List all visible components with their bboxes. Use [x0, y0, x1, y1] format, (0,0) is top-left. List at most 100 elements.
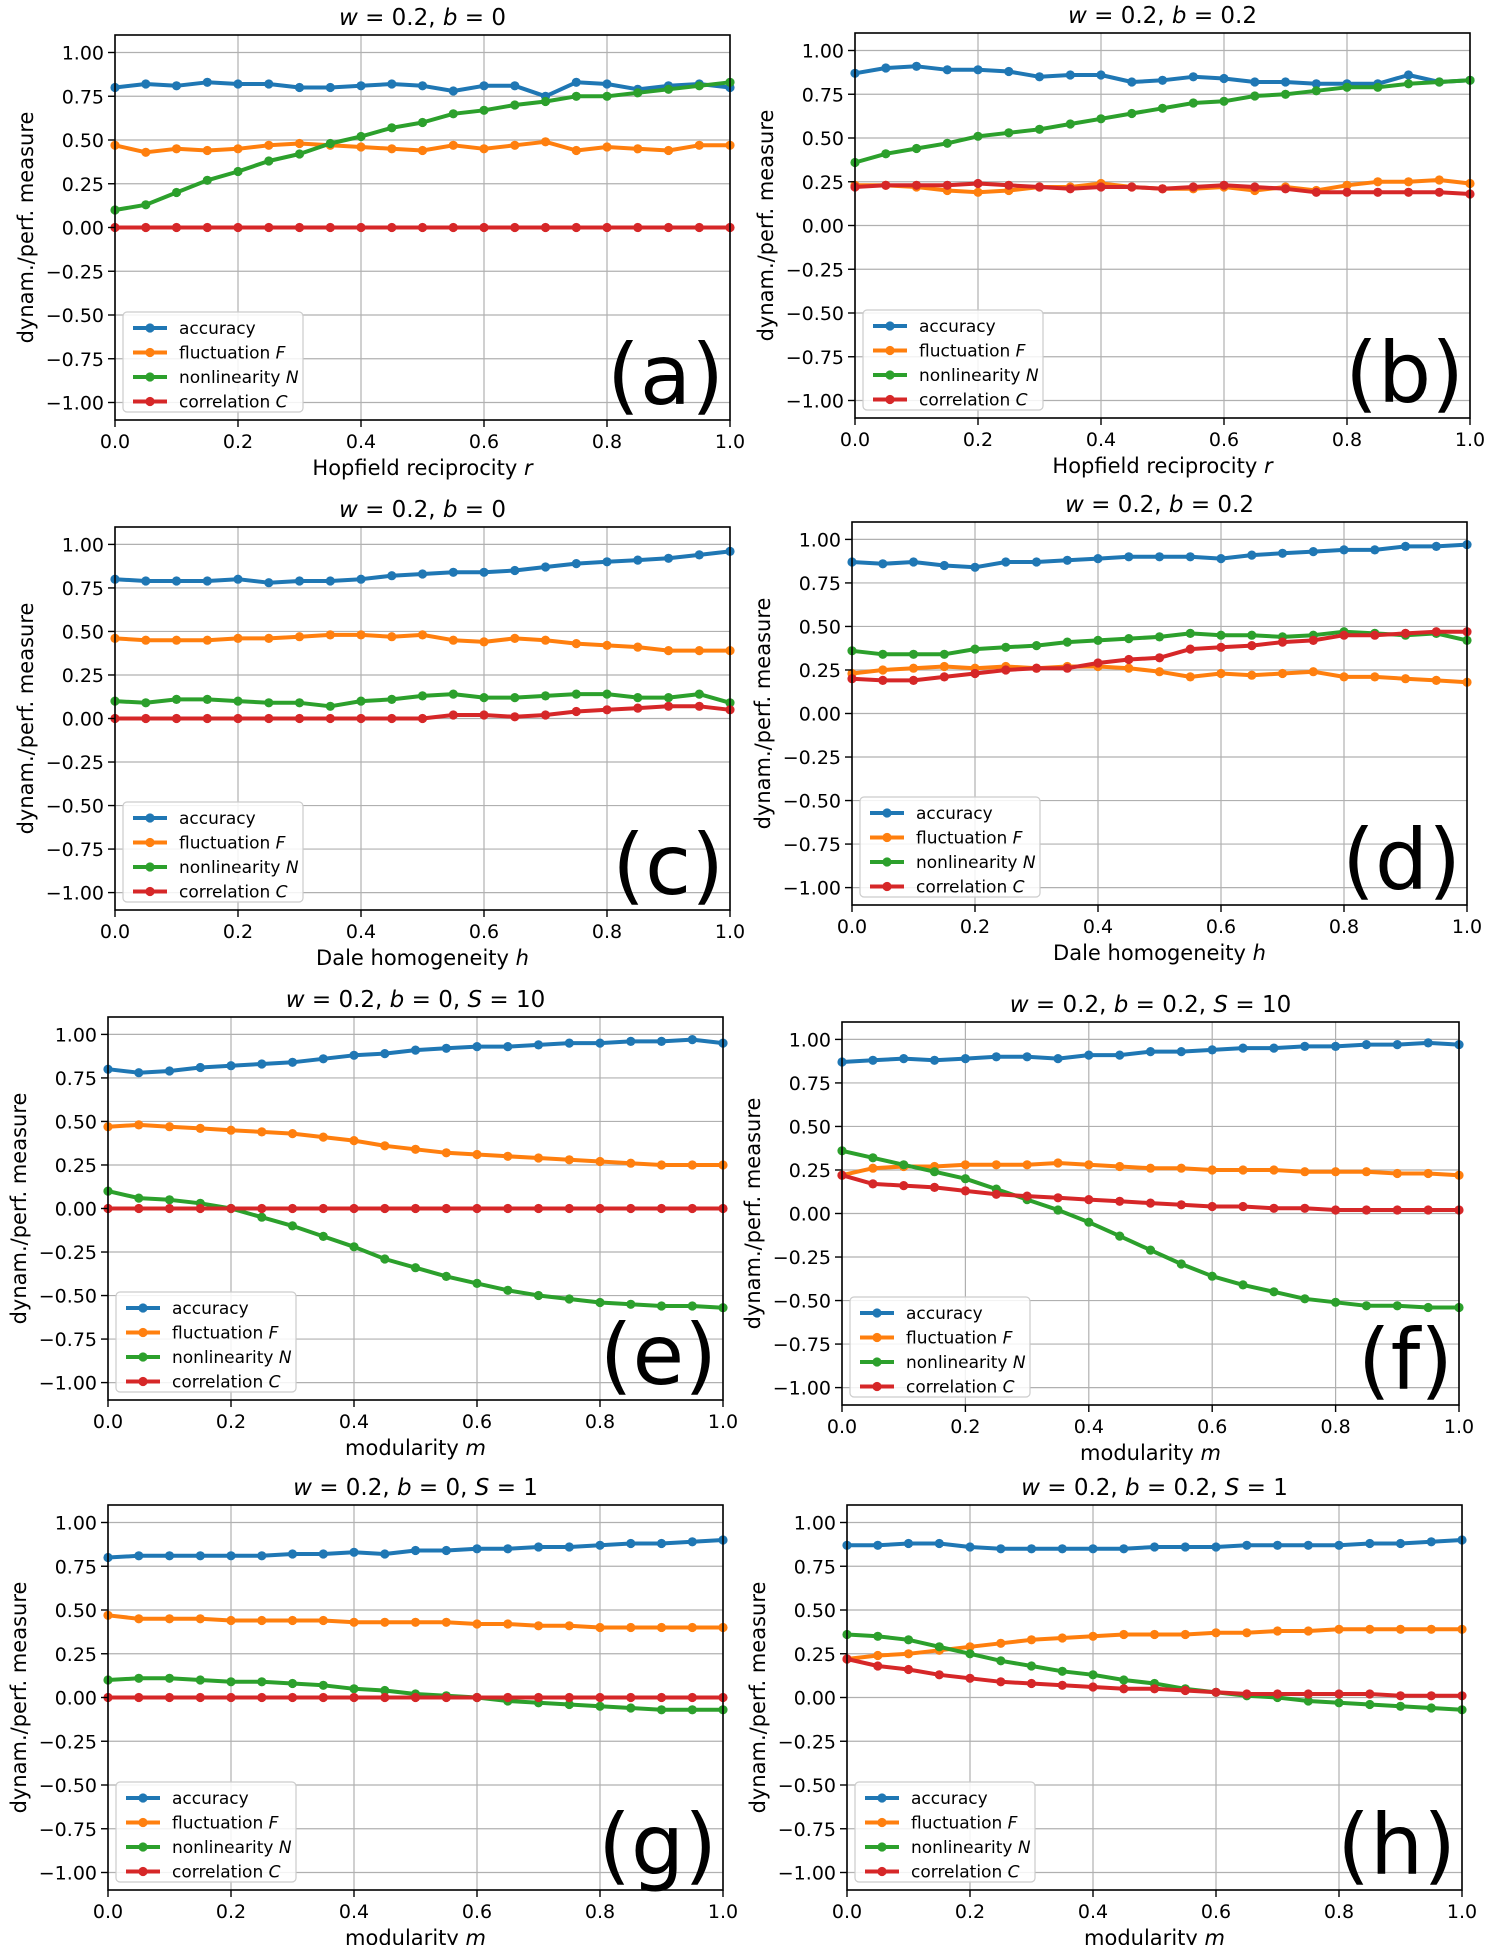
data-point-fluctuation	[1361, 1167, 1371, 1177]
x-tick-label: 0.2	[955, 1901, 985, 1923]
data-point-fluctuation	[195, 1614, 205, 1624]
data-point-correlation	[141, 222, 151, 233]
x-tick-label: 0.0	[832, 1901, 862, 1923]
data-point-accuracy	[294, 82, 305, 93]
data-point-fluctuation	[1022, 1160, 1032, 1170]
data-point-accuracy	[287, 1549, 298, 1559]
data-point-accuracy	[656, 1036, 667, 1046]
y-tick-label: 0.00	[62, 709, 104, 731]
data-point-accuracy	[1370, 545, 1380, 555]
data-point-accuracy	[441, 1545, 451, 1556]
chart-panel-c: 0.0 0.2 0.4 0.6 0.8 1.0 1.00 0.75 0.50 0.25 0.00 −0…	[14, 497, 745, 970]
data-point-correlation	[1361, 1205, 1371, 1215]
legend-label: nonlinearity N	[911, 1838, 1031, 1858]
data-point-nonlinearity	[325, 138, 335, 149]
data-point-nonlinearity	[202, 694, 212, 705]
legend-label: nonlinearity N	[179, 858, 299, 878]
data-point-fluctuation	[1176, 1163, 1186, 1173]
data-point-correlation	[564, 1203, 574, 1214]
y-tick-label: 0.75	[55, 1068, 97, 1090]
data-point-fluctuation	[1426, 1624, 1436, 1634]
x-tick-label: 0.8	[1324, 1901, 1354, 1923]
data-point-fluctuation	[257, 1127, 267, 1137]
data-point-correlation	[1022, 1191, 1032, 1201]
data-point-correlation	[881, 180, 891, 190]
data-point-accuracy	[687, 1035, 697, 1045]
data-point-accuracy	[264, 79, 274, 89]
data-point-correlation	[171, 222, 182, 233]
data-point-fluctuation	[960, 1160, 971, 1170]
data-point-accuracy	[602, 79, 612, 89]
y-tick-label: 0.50	[62, 621, 104, 643]
data-point-fluctuation	[595, 1622, 605, 1633]
data-point-fluctuation	[991, 1160, 1001, 1170]
data-point-nonlinearity	[318, 1231, 328, 1241]
data-point-correlation	[1031, 663, 1042, 673]
legend-label: correlation C	[179, 883, 288, 903]
x-tick-label: 0.8	[592, 921, 622, 943]
data-point-fluctuation	[1272, 1626, 1283, 1636]
legend-label: accuracy	[919, 317, 996, 337]
data-point-correlation	[991, 1189, 1001, 1199]
legend-label: accuracy	[911, 1789, 988, 1809]
data-point-correlation	[1300, 1203, 1310, 1213]
data-point-fluctuation	[356, 630, 366, 640]
y-tick-label: 0.75	[62, 86, 104, 108]
data-point-fluctuation	[540, 137, 551, 147]
data-point-nonlinearity	[387, 694, 397, 705]
data-point-accuracy	[1395, 1538, 1406, 1549]
data-point-correlation	[1272, 1689, 1283, 1699]
chart-panel-b: 0.0 0.2 0.4 0.6 0.8 1.0 1.00 0.75 0.50 0.25 0.00 −0…	[754, 3, 1485, 478]
data-point-nonlinearity	[571, 689, 581, 699]
data-point-correlation	[387, 222, 397, 233]
data-point-accuracy	[356, 574, 366, 584]
legend-label: nonlinearity N	[916, 853, 1036, 873]
data-point-accuracy	[1124, 552, 1134, 562]
legend-label: fluctuation F	[179, 834, 286, 854]
data-point-accuracy	[1026, 1544, 1037, 1554]
data-point-correlation	[448, 710, 458, 720]
data-point-fluctuation	[141, 147, 151, 157]
data-point-fluctuation	[1373, 177, 1383, 187]
data-point-correlation	[380, 1692, 390, 1703]
data-point-correlation	[441, 1203, 451, 1214]
data-point-nonlinearity	[1115, 1231, 1125, 1241]
data-point-nonlinearity	[134, 1673, 144, 1683]
data-point-fluctuation	[164, 1614, 175, 1624]
legend-label: correlation C	[172, 1373, 281, 1393]
data-point-correlation	[899, 1181, 909, 1191]
y-tick-label: −0.50	[786, 303, 844, 325]
data-point-accuracy	[503, 1544, 513, 1554]
data-point-nonlinearity	[656, 1301, 667, 1311]
data-point-accuracy	[868, 1055, 878, 1065]
data-point-accuracy	[1238, 1043, 1248, 1053]
data-point-fluctuation	[294, 632, 305, 642]
data-point-correlation	[903, 1664, 914, 1675]
data-point-fluctuation	[1395, 1624, 1406, 1634]
legend-label: fluctuation F	[916, 829, 1023, 849]
y-tick-label: −0.75	[778, 1819, 836, 1841]
data-point-nonlinearity	[1247, 630, 1257, 640]
data-point-correlation	[633, 222, 643, 233]
data-point-nonlinearity	[1311, 86, 1321, 96]
data-point-nonlinearity	[1331, 1297, 1341, 1307]
data-point-correlation	[325, 713, 335, 724]
data-point-correlation	[540, 710, 551, 720]
data-point-accuracy	[356, 81, 366, 91]
data-point-accuracy	[410, 1045, 421, 1055]
x-tick-label: 0.6	[1206, 916, 1236, 938]
legend-marker	[877, 1817, 887, 1828]
legend-marker	[872, 1308, 882, 1318]
data-point-accuracy	[973, 65, 983, 75]
data-point-nonlinearity	[1096, 114, 1106, 124]
data-point-correlation	[134, 1203, 144, 1214]
data-point-correlation	[287, 1203, 298, 1214]
data-point-fluctuation	[202, 145, 212, 156]
data-point-correlation	[1188, 182, 1198, 192]
data-point-fluctuation	[171, 635, 182, 645]
data-point-correlation	[325, 222, 335, 233]
legend-marker	[145, 347, 155, 358]
data-point-accuracy	[663, 553, 674, 563]
data-point-correlation	[908, 675, 919, 686]
data-point-correlation	[663, 222, 674, 233]
